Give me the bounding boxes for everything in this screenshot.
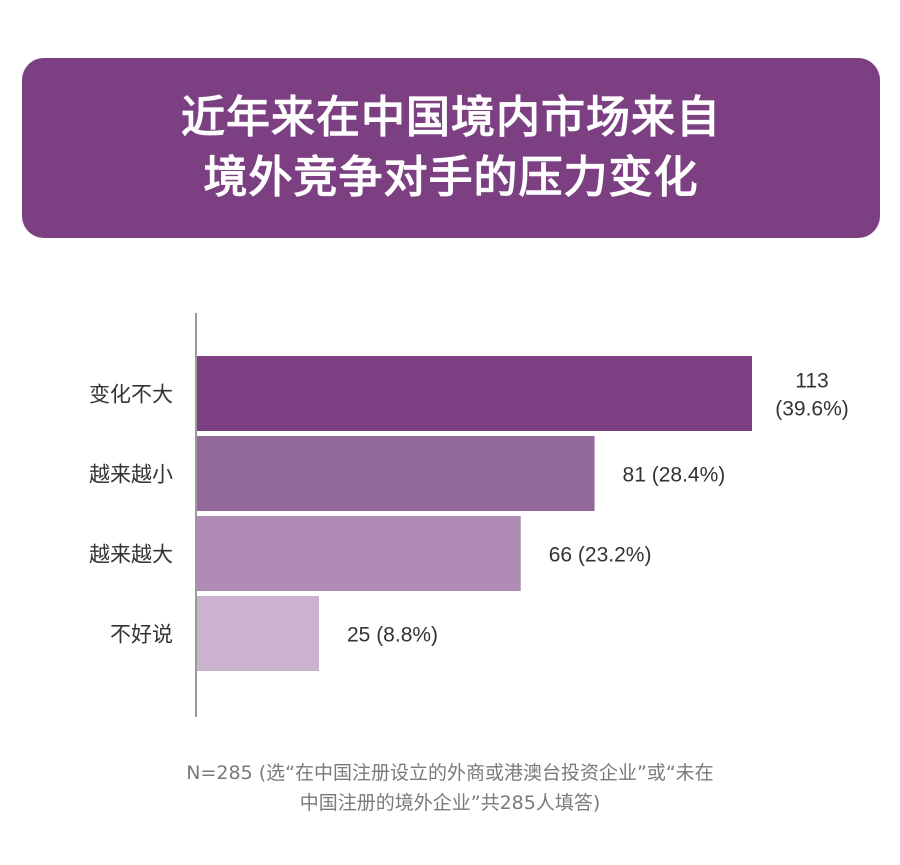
category-label-1: 变化不大 bbox=[89, 383, 173, 407]
data-label-1-line-2: (39.6%) bbox=[775, 398, 849, 421]
bar-2 bbox=[196, 436, 595, 511]
data-label-4: 25 (8.8%) bbox=[347, 624, 438, 647]
category-label-4: 不好说 bbox=[110, 623, 173, 647]
chart-title-line-1: 近年来在中国境内市场来自 bbox=[181, 92, 721, 143]
title-banner: 近年来在中国境内市场来自 境外竞争对手的压力变化 bbox=[22, 58, 880, 238]
data-label-1-line-1: 113 bbox=[795, 370, 828, 393]
data-label-3: 66 (23.2%) bbox=[549, 544, 652, 567]
data-label-2: 81 (28.4%) bbox=[623, 464, 726, 487]
chart-title-line-2: 境外竞争对手的压力变化 bbox=[203, 152, 699, 203]
footnote: N=285 (选“在中国注册设立的外商或港澳台投资企业”或“未在 中国注册的境外… bbox=[0, 758, 900, 818]
bar-4 bbox=[196, 596, 320, 671]
bar-3 bbox=[196, 516, 521, 591]
bar-1 bbox=[196, 356, 752, 431]
footnote-line-1: N=285 (选“在中国注册设立的外商或港澳台投资企业”或“未在 bbox=[186, 762, 714, 784]
category-label-3: 越来越大 bbox=[89, 543, 173, 567]
category-label-2: 越来越小 bbox=[89, 463, 173, 487]
footnote-line-2: 中国注册的境外企业”共285人填答) bbox=[299, 792, 601, 814]
